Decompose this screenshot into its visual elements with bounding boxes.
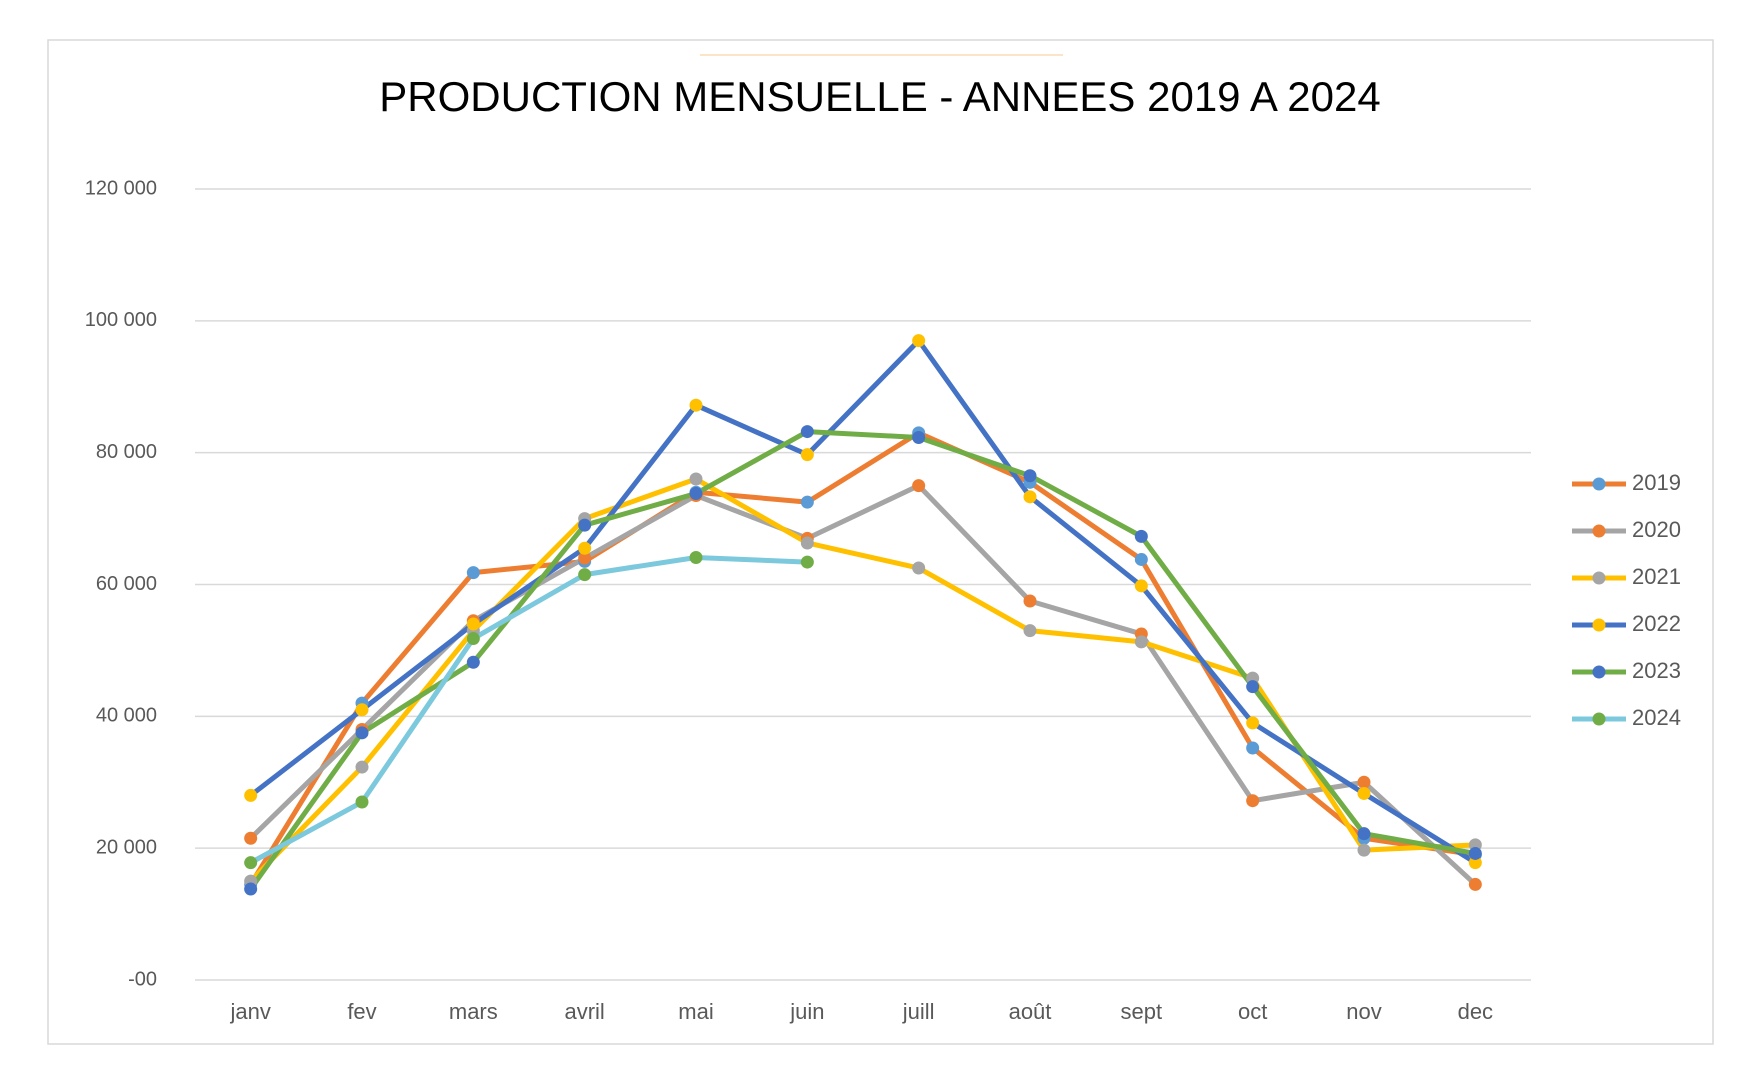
data-point (1246, 741, 1260, 755)
legend-label: 2021 (1632, 564, 1681, 589)
x-tick-label: mars (449, 999, 498, 1024)
data-point (1357, 843, 1371, 857)
data-point (1134, 552, 1148, 566)
x-tick-label: août (1009, 999, 1052, 1024)
data-point (689, 398, 703, 412)
data-point (244, 882, 258, 896)
data-point (1134, 529, 1148, 543)
x-tick-label: mai (678, 999, 713, 1024)
data-point (912, 479, 926, 493)
y-tick-label: 100 000 (85, 309, 157, 331)
legend-label: 2019 (1632, 470, 1681, 495)
data-point (1134, 579, 1148, 593)
data-point (800, 495, 814, 509)
data-point (1023, 469, 1037, 483)
legend-marker (1592, 571, 1606, 585)
legend-label: 2022 (1632, 611, 1681, 636)
chart-border (47, 39, 1714, 1045)
data-point (912, 334, 926, 348)
data-point (1357, 786, 1371, 800)
data-point (800, 425, 814, 439)
data-point (578, 541, 592, 555)
legend-marker (1592, 477, 1606, 491)
data-point (466, 632, 480, 646)
data-point (1468, 877, 1482, 891)
x-tick-label: juin (789, 999, 824, 1024)
x-tick-label: sept (1121, 999, 1163, 1024)
data-point (689, 472, 703, 486)
y-tick-label: 20 000 (96, 836, 157, 858)
y-tick-label: 120 000 (85, 177, 157, 199)
y-tick-label: 40 000 (96, 705, 157, 727)
data-point (1246, 716, 1260, 730)
data-point (1468, 846, 1482, 860)
data-point (1023, 490, 1037, 504)
legend-label: 2023 (1632, 658, 1681, 683)
data-point (1246, 794, 1260, 808)
data-point (355, 703, 369, 717)
data-point (689, 487, 703, 501)
x-tick-label: janv (229, 999, 270, 1024)
data-point (1357, 827, 1371, 841)
series-line (249, 554, 808, 865)
data-point (1468, 856, 1482, 870)
data-point (800, 536, 814, 550)
legend-marker (1592, 618, 1606, 632)
legend-label: 2020 (1632, 517, 1681, 542)
data-point (355, 726, 369, 740)
y-tick-label: 80 000 (96, 441, 157, 463)
legend-marker (1592, 524, 1606, 538)
data-point (466, 617, 480, 631)
chart-title: PRODUCTION MENSUELLE - ANNEES 2019 A 202… (379, 73, 1380, 120)
data-point (1023, 594, 1037, 608)
data-point (912, 431, 926, 445)
data-point (578, 518, 592, 532)
series-line (248, 429, 1476, 891)
data-point (1023, 624, 1037, 638)
y-tick-label: 60 000 (96, 573, 157, 595)
series-line (248, 476, 1476, 883)
series-line (249, 338, 1477, 865)
data-point (466, 566, 480, 580)
x-tick-label: juill (902, 999, 935, 1024)
data-point (578, 568, 592, 582)
x-tick-label: avril (564, 999, 604, 1024)
legend-marker (1592, 665, 1606, 679)
data-point (244, 856, 258, 870)
legend-label: 2024 (1632, 705, 1681, 730)
data-point (355, 795, 369, 809)
x-tick-label: oct (1238, 999, 1267, 1024)
data-point (800, 555, 814, 569)
legend-marker (1592, 712, 1606, 726)
data-point (355, 760, 369, 774)
data-point (1246, 680, 1260, 694)
data-point (244, 831, 258, 845)
data-point (1357, 775, 1371, 789)
data-point (800, 448, 814, 462)
data-point (1134, 635, 1148, 649)
data-point (912, 561, 926, 575)
series-line (248, 430, 1476, 886)
x-tick-label: nov (1346, 999, 1381, 1024)
y-tick-label: -00 (128, 968, 157, 990)
x-tick-label: fev (347, 999, 376, 1024)
data-point (466, 655, 480, 669)
data-point (244, 788, 258, 802)
data-point (578, 551, 592, 565)
x-tick-label: dec (1458, 999, 1493, 1024)
data-point (689, 550, 703, 564)
